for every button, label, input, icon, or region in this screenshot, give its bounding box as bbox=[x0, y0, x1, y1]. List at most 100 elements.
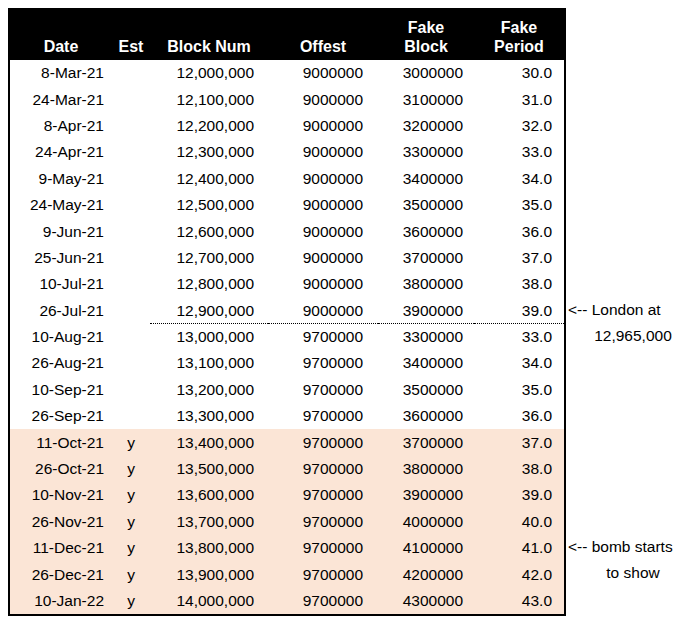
cell-fake-block[interactable]: 3500000 bbox=[378, 381, 474, 399]
cell-offest[interactable]: 9000000 bbox=[268, 275, 378, 293]
cell-fake-period[interactable]: 39.0 bbox=[474, 298, 564, 324]
cell-block-num[interactable]: 12,000,000 bbox=[150, 64, 268, 82]
cell-est[interactable]: y bbox=[112, 513, 150, 531]
cell-fake-period[interactable]: 36.0 bbox=[474, 223, 564, 241]
header-cell-date[interactable]: Date bbox=[10, 18, 112, 60]
cell-fake-period[interactable]: 35.0 bbox=[474, 196, 564, 214]
cell-block-num[interactable]: 13,700,000 bbox=[150, 513, 268, 531]
cell-offest[interactable]: 9000000 bbox=[268, 64, 378, 82]
cell-fake-period[interactable]: 32.0 bbox=[474, 117, 564, 135]
cell-block-num[interactable]: 13,200,000 bbox=[150, 381, 268, 399]
cell-block-num[interactable]: 13,800,000 bbox=[150, 539, 268, 557]
cell-date[interactable]: 10-Nov-21 bbox=[10, 486, 112, 504]
cell-fake-block[interactable]: 4000000 bbox=[378, 513, 474, 531]
header-cell-fake-block[interactable]: Fake Block bbox=[378, 18, 474, 60]
cell-est[interactable]: y bbox=[112, 566, 150, 584]
cell-fake-block[interactable]: 3500000 bbox=[378, 196, 474, 214]
cell-fake-block[interactable]: 3300000 bbox=[378, 143, 474, 161]
cell-fake-block[interactable]: 3900000 bbox=[378, 486, 474, 504]
cell-fake-period[interactable]: 43.0 bbox=[474, 592, 564, 610]
header-cell-block-num[interactable]: Block Num bbox=[150, 18, 268, 60]
cell-est[interactable]: y bbox=[112, 434, 150, 452]
cell-block-num[interactable]: 13,500,000 bbox=[150, 460, 268, 478]
cell-date[interactable]: 9-Jun-21 bbox=[10, 223, 112, 241]
cell-fake-block[interactable]: 3900000 bbox=[378, 298, 474, 324]
cell-offest[interactable]: 9700000 bbox=[268, 566, 378, 584]
cell-offest[interactable]: 9000000 bbox=[268, 117, 378, 135]
header-cell-fake-period[interactable]: Fake Period bbox=[474, 18, 564, 60]
cell-date[interactable]: 26-Jul-21 bbox=[10, 302, 112, 320]
cell-date[interactable]: 26-Oct-21 bbox=[10, 460, 112, 478]
cell-date[interactable]: 26-Dec-21 bbox=[10, 566, 112, 584]
cell-offest[interactable]: 9000000 bbox=[268, 223, 378, 241]
cell-fake-block[interactable]: 3000000 bbox=[378, 64, 474, 82]
cell-offest[interactable]: 9700000 bbox=[268, 407, 378, 425]
cell-offest[interactable]: 9700000 bbox=[268, 539, 378, 557]
cell-block-num[interactable]: 12,800,000 bbox=[150, 275, 268, 293]
cell-block-num[interactable]: 12,300,000 bbox=[150, 143, 268, 161]
cell-est[interactable]: y bbox=[112, 486, 150, 504]
cell-fake-period[interactable]: 41.0 bbox=[474, 539, 564, 557]
cell-block-num[interactable]: 12,600,000 bbox=[150, 223, 268, 241]
cell-offest[interactable]: 9700000 bbox=[268, 381, 378, 399]
cell-block-num[interactable]: 12,700,000 bbox=[150, 249, 268, 267]
cell-fake-block[interactable]: 4200000 bbox=[378, 566, 474, 584]
cell-fake-period[interactable]: 33.0 bbox=[474, 143, 564, 161]
cell-fake-period[interactable]: 30.0 bbox=[474, 64, 564, 82]
cell-fake-period[interactable]: 42.0 bbox=[474, 566, 564, 584]
cell-est[interactable]: y bbox=[112, 460, 150, 478]
header-cell-est[interactable]: Est bbox=[112, 18, 150, 60]
cell-date[interactable]: 10-Jul-21 bbox=[10, 275, 112, 293]
cell-date[interactable]: 8-Apr-21 bbox=[10, 117, 112, 135]
cell-fake-block[interactable]: 3700000 bbox=[378, 249, 474, 267]
cell-date[interactable]: 11-Dec-21 bbox=[10, 539, 112, 557]
cell-date[interactable]: 24-May-21 bbox=[10, 196, 112, 214]
cell-date[interactable]: 26-Sep-21 bbox=[10, 407, 112, 425]
cell-block-num[interactable]: 12,200,000 bbox=[150, 117, 268, 135]
cell-fake-block[interactable]: 4100000 bbox=[378, 539, 474, 557]
cell-fake-period[interactable]: 34.0 bbox=[474, 354, 564, 372]
cell-fake-block[interactable]: 3800000 bbox=[378, 460, 474, 478]
cell-block-num[interactable]: 13,300,000 bbox=[150, 407, 268, 425]
cell-offest[interactable]: 9700000 bbox=[268, 354, 378, 372]
cell-fake-period[interactable]: 37.0 bbox=[474, 434, 564, 452]
cell-date[interactable]: 10-Aug-21 bbox=[10, 328, 112, 346]
cell-date[interactable]: 26-Aug-21 bbox=[10, 354, 112, 372]
cell-offest[interactable]: 9700000 bbox=[268, 328, 378, 346]
cell-est[interactable]: y bbox=[112, 539, 150, 557]
cell-offest[interactable]: 9000000 bbox=[268, 249, 378, 267]
cell-block-num[interactable]: 13,400,000 bbox=[150, 434, 268, 452]
cell-fake-period[interactable]: 35.0 bbox=[474, 381, 564, 399]
cell-date[interactable]: 9-May-21 bbox=[10, 170, 112, 188]
cell-fake-period[interactable]: 40.0 bbox=[474, 513, 564, 531]
cell-date[interactable]: 11-Oct-21 bbox=[10, 434, 112, 452]
cell-fake-block[interactable]: 3800000 bbox=[378, 275, 474, 293]
cell-fake-block[interactable]: 3400000 bbox=[378, 170, 474, 188]
cell-offest[interactable]: 9700000 bbox=[268, 460, 378, 478]
cell-fake-block[interactable]: 3400000 bbox=[378, 354, 474, 372]
cell-fake-block[interactable]: 3700000 bbox=[378, 434, 474, 452]
cell-offest[interactable]: 9000000 bbox=[268, 298, 378, 324]
cell-fake-period[interactable]: 38.0 bbox=[474, 460, 564, 478]
cell-fake-block[interactable]: 3100000 bbox=[378, 91, 474, 109]
cell-block-num[interactable]: 13,100,000 bbox=[150, 354, 268, 372]
cell-fake-block[interactable]: 4300000 bbox=[378, 592, 474, 610]
cell-date[interactable]: 26-Nov-21 bbox=[10, 513, 112, 531]
cell-date[interactable]: 10-Sep-21 bbox=[10, 381, 112, 399]
cell-offest[interactable]: 9000000 bbox=[268, 91, 378, 109]
cell-fake-period[interactable]: 37.0 bbox=[474, 249, 564, 267]
cell-block-num[interactable]: 13,600,000 bbox=[150, 486, 268, 504]
cell-block-num[interactable]: 12,900,000 bbox=[150, 298, 268, 324]
cell-block-num[interactable]: 12,100,000 bbox=[150, 91, 268, 109]
cell-offest[interactable]: 9700000 bbox=[268, 592, 378, 610]
cell-block-num[interactable]: 13,900,000 bbox=[150, 566, 268, 584]
cell-fake-block[interactable]: 3300000 bbox=[378, 328, 474, 346]
cell-fake-block[interactable]: 3600000 bbox=[378, 407, 474, 425]
cell-offest[interactable]: 9000000 bbox=[268, 143, 378, 161]
cell-date[interactable]: 24-Apr-21 bbox=[10, 143, 112, 161]
cell-fake-block[interactable]: 3600000 bbox=[378, 223, 474, 241]
cell-block-num[interactable]: 14,000,000 bbox=[150, 592, 268, 610]
cell-offest[interactable]: 9700000 bbox=[268, 434, 378, 452]
cell-fake-period[interactable]: 31.0 bbox=[474, 91, 564, 109]
cell-date[interactable]: 8-Mar-21 bbox=[10, 64, 112, 82]
